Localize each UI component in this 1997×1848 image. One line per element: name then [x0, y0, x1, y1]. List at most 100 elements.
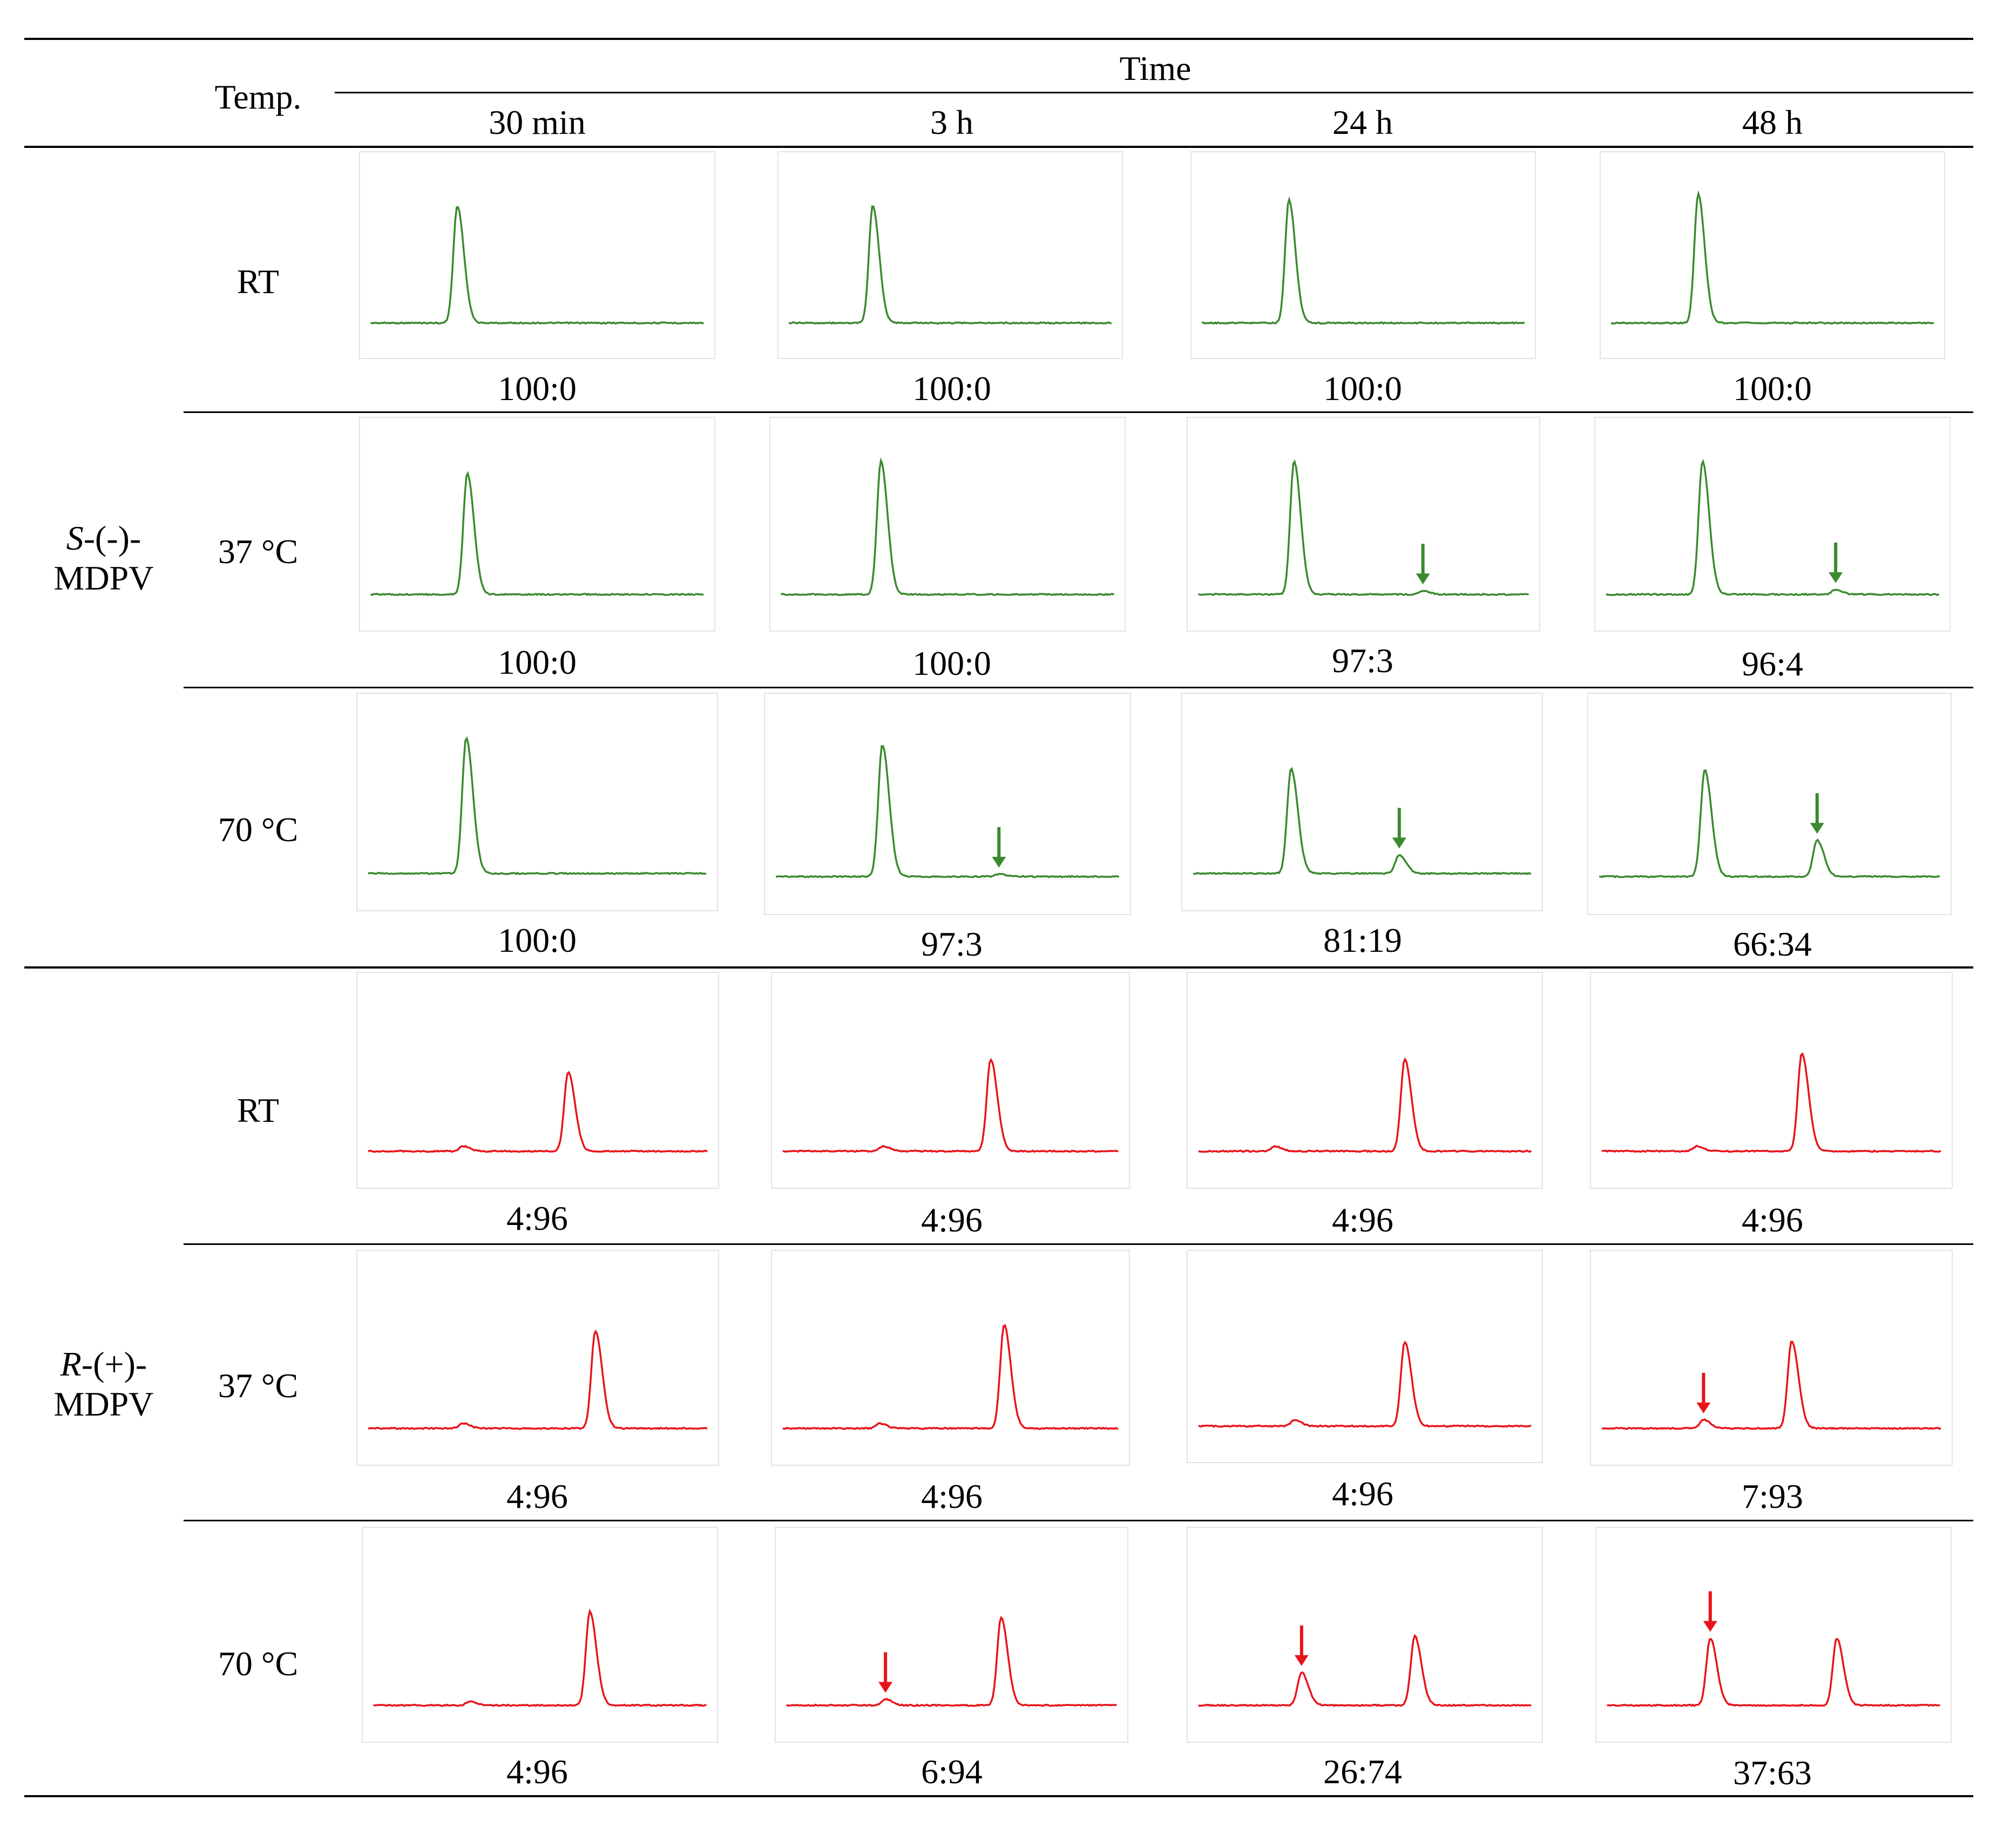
chromatogram-panel	[1187, 972, 1543, 1189]
arrow-down-icon	[878, 1652, 893, 1693]
chromatogram-plot	[1606, 458, 1940, 597]
ratio-label: 100:0	[1733, 369, 1812, 408]
chromatogram-plot	[368, 1329, 708, 1430]
chromatogram-trace	[368, 1329, 708, 1430]
ratio-label: 4:96	[506, 1477, 568, 1515]
row-divider	[184, 411, 1973, 413]
ratio-label: 81:19	[1323, 921, 1402, 959]
chromatogram-panel	[764, 693, 1131, 915]
chromatogram-panel	[1594, 417, 1951, 632]
chromatogram-trace	[1202, 196, 1525, 325]
compound-suffix: -(-)-	[83, 519, 141, 557]
chromatogram-panel	[1187, 1250, 1543, 1463]
arrow-down-icon	[1810, 793, 1824, 834]
ratio-label: 97:3	[1332, 641, 1393, 680]
ratio-label: 4:96	[1332, 1474, 1393, 1513]
chromatogram-trace	[370, 471, 704, 597]
ratio-label: 100:0	[498, 921, 577, 959]
chromatogram-panel	[1590, 972, 1953, 1189]
chromatogram-trace	[1601, 1052, 1941, 1153]
temp-label: 37 °C	[218, 1366, 299, 1405]
arrow-down-icon	[1392, 808, 1406, 849]
ratio-label: 66:34	[1733, 925, 1812, 963]
row-divider	[184, 1520, 1973, 1521]
bottom-rule	[24, 1795, 1973, 1797]
arrow-down-icon	[1829, 543, 1843, 584]
chromatogram-panel	[359, 151, 715, 359]
ratio-label: 26:74	[1323, 1752, 1402, 1791]
compound-name: MDPV	[53, 558, 154, 597]
arrow-down-icon	[1416, 544, 1430, 585]
chromatogram-plot	[370, 206, 704, 325]
chromatogram-panel	[775, 1527, 1128, 1743]
compound-stereo-prefix: S	[66, 519, 84, 557]
chromatogram-trace	[775, 745, 1120, 878]
chromatogram-plot	[368, 1071, 708, 1153]
compound-label-s-mdpv: S-(-)- MDPV	[54, 518, 154, 598]
ratio-label: 100:0	[912, 644, 991, 682]
row-divider	[184, 687, 1973, 688]
chromatogram-plot	[1198, 1057, 1532, 1153]
chromatogram-trace	[373, 1608, 707, 1707]
chromatogram-panel	[1590, 1250, 1953, 1466]
chromatogram-plot	[1198, 459, 1529, 597]
chromatogram-trace	[368, 736, 707, 876]
chromatogram-panel	[1190, 151, 1536, 359]
ratio-label: 96:4	[1742, 645, 1803, 683]
chromatogram-plot	[1198, 1341, 1532, 1428]
temp-label: RT	[237, 262, 279, 301]
temp-label: 70 °C	[218, 1644, 299, 1683]
chromatogram-trace	[1611, 190, 1934, 325]
chromatogram-panel	[362, 1527, 718, 1743]
chromatogram-panel	[356, 693, 718, 911]
compound-label-r-mdpv: R-(+)- MDPV	[54, 1344, 154, 1424]
ratio-label: 6:94	[921, 1752, 983, 1791]
chromatogram-plot	[788, 205, 1112, 325]
time-column-30min: 30 min	[489, 103, 586, 141]
compound-name: MDPV	[53, 1384, 154, 1423]
chromatogram-plot	[370, 471, 704, 597]
group-divider	[24, 966, 1973, 969]
chromatogram-plot	[782, 1058, 1119, 1153]
ratio-label: 100:0	[498, 643, 577, 681]
time-underline-rule	[335, 92, 1973, 93]
ratio-label: 100:0	[498, 369, 577, 408]
chromatogram-trace	[782, 1324, 1119, 1430]
arrow-down-icon	[992, 827, 1006, 868]
chromatogram-panel	[777, 151, 1123, 359]
chromatogram-plot	[1611, 190, 1934, 325]
chromatogram-plot	[780, 457, 1115, 597]
top-rule	[24, 38, 1973, 40]
chromatogram-trace	[370, 206, 704, 325]
chromatogram-panel	[1187, 1527, 1543, 1743]
temp-header: Temp.	[214, 78, 302, 116]
chromatogram-trace	[368, 1071, 708, 1153]
ratio-label: 100:0	[1323, 369, 1402, 408]
chromatogram-trace	[1193, 767, 1532, 875]
chromatogram-plot	[1197, 1625, 1532, 1707]
ratio-label: 4:96	[506, 1199, 568, 1237]
ratio-label: 4:96	[921, 1201, 983, 1239]
ratio-label: 37:63	[1733, 1754, 1812, 1792]
chromatogram-trace	[780, 457, 1115, 597]
row-divider	[184, 1243, 1973, 1245]
time-column-3h: 3 h	[930, 103, 973, 141]
chromatogram-plot	[1601, 1052, 1941, 1153]
chromatogram-panel	[771, 972, 1130, 1189]
chromatogram-plot	[786, 1616, 1117, 1707]
chromatogram-panel	[1600, 151, 1945, 359]
arrow-down-icon	[1294, 1625, 1309, 1666]
chromatogram-trace	[1198, 1057, 1532, 1153]
chromatogram-plot	[373, 1608, 707, 1707]
chromatogram-trace	[782, 1058, 1119, 1153]
chromatogram-plot	[1607, 1591, 1940, 1707]
temp-label: RT	[237, 1091, 279, 1129]
ratio-label: 7:93	[1742, 1477, 1803, 1515]
chromatogram-plot	[1193, 767, 1532, 875]
ratio-label: 97:3	[921, 925, 983, 963]
compound-suffix: -(+)-	[81, 1345, 147, 1383]
chromatogram-trace	[788, 205, 1112, 325]
chromatogram-trace	[1198, 1341, 1532, 1428]
chromatogram-trace	[1599, 769, 1940, 878]
ratio-label: 4:96	[1742, 1201, 1803, 1239]
